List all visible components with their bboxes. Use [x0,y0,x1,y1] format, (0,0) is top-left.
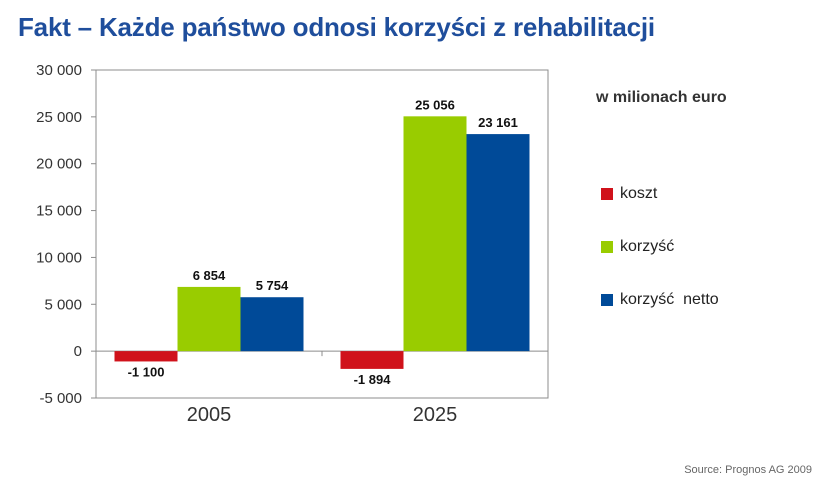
legend-label-koszt: koszt [620,185,658,202]
unit-note: w milionach euro [596,89,727,106]
y-tick-label: 0 [74,343,82,360]
data-label-korzysc-2025: 25 056 [415,97,455,112]
y-tick-label: 30 000 [36,62,82,79]
legend-swatch-korzysc [601,241,613,253]
data-label-korzysc-netto-2005: 5 754 [256,278,289,293]
legend-item-korzysc-netto: korzyść netto [601,291,719,309]
bar-koszt-2005 [114,351,178,362]
legend-item-korzysc: korzyść [601,238,674,256]
plot-area: -5 000 0 5 000 10 000 15 000 20 000 25 000 30 0… [36,62,549,426]
data-label-koszt-2025: -1 894 [354,372,392,387]
legend-item-koszt: koszt [601,185,657,203]
source-note: Source: Prognos AG 2009 [684,464,812,476]
bar-korzysc-netto-2025 [466,134,530,352]
bar-korzysc-2005 [177,286,241,352]
y-tick-label: -5 000 [39,390,82,407]
y-tick-label: 5 000 [44,296,82,313]
data-label-korzysc-netto-2025: 23 161 [478,115,518,130]
chart-title: Fakt – Każde państwo odnosi korzyści z r… [18,12,655,42]
x-category-label: 2005 [187,404,232,426]
y-tick-label: 25 000 [36,109,82,126]
legend-label-korzysc: korzyść [620,238,675,255]
bar-korzysc-netto-2005 [240,297,304,352]
data-label-korzysc-2005: 6 854 [193,268,226,283]
plot-frame [95,69,549,399]
bar-korzysc-2025 [403,116,467,352]
y-tick-label: 20 000 [36,156,82,173]
y-tick-label: 15 000 [36,203,82,220]
y-tick-label: 10 000 [36,249,82,266]
legend-label-korzysc-netto: korzyść netto [620,291,719,308]
data-label-koszt-2005: -1 100 [128,364,165,379]
x-category-label: 2025 [413,404,458,426]
legend-swatch-koszt [601,188,613,200]
bar-koszt-2025 [340,351,404,369]
legend-swatch-korzysc-netto [601,294,613,306]
